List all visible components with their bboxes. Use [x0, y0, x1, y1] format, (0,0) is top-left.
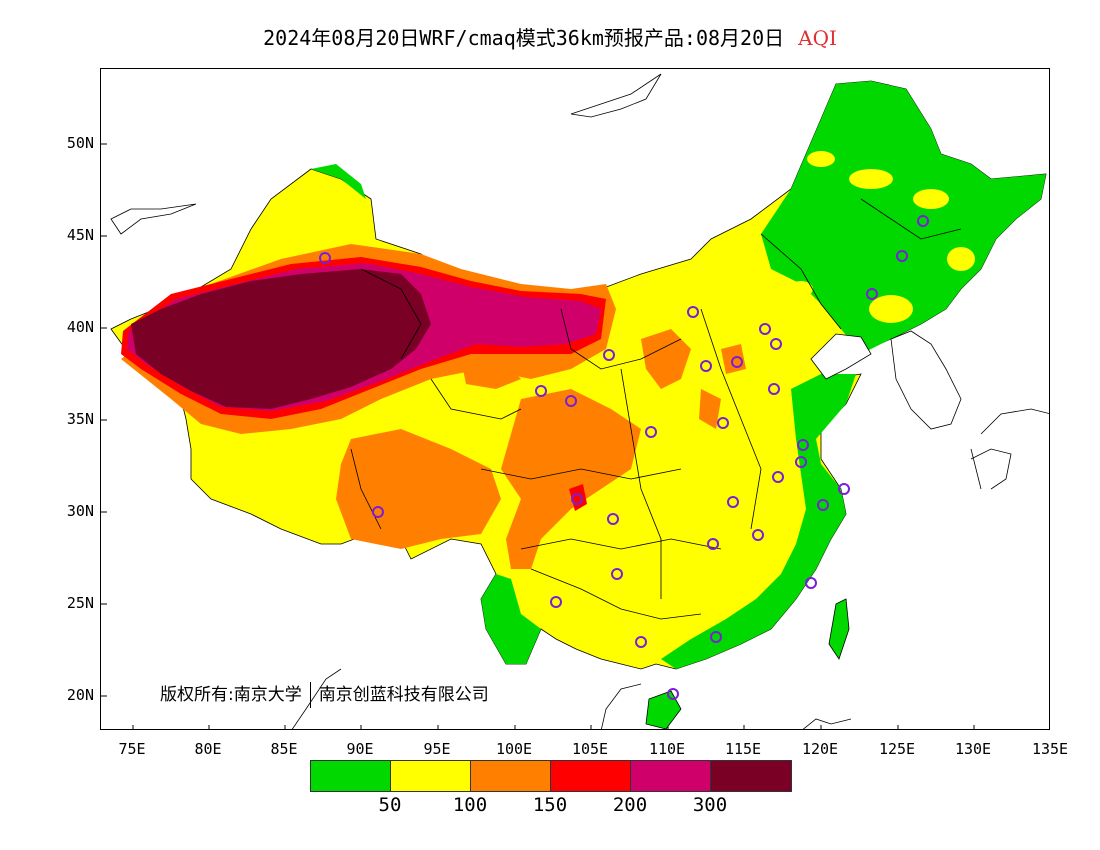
central-orange-patches: [336, 329, 746, 569]
korea-outline: [890, 330, 962, 430]
lat-label-20n: 20N: [66, 686, 94, 704]
lat-label-30n: 30N: [66, 502, 94, 520]
province-borders: [350, 198, 962, 620]
copyright-part1: 版权所有:南京大学: [160, 685, 302, 705]
southwest-green: [481, 574, 541, 664]
lon-label-90e: 90E: [346, 740, 374, 758]
station-markers: [319, 215, 929, 700]
map-title: 2024年08月20日WRF/cmaq模式36km预报产品:08月20日 AQI: [0, 22, 1100, 51]
lon-label-80e: 80E: [194, 740, 222, 758]
legend-label-50: 50: [378, 794, 402, 816]
legend-swatch-green: [311, 761, 391, 791]
legend-swatch-red: [551, 761, 631, 791]
lat-label-25n: 25N: [66, 594, 94, 612]
sichuan-red-spot: [569, 484, 587, 511]
russia-island-outline: [570, 73, 662, 118]
lon-label-105e: 105E: [571, 740, 609, 758]
legend-label-200: 200: [612, 794, 648, 816]
northwest-green-patch: [311, 164, 366, 199]
lon-label-120e: 120E: [801, 740, 839, 758]
hainan-green: [645, 690, 682, 729]
lat-label-50n: 50N: [66, 134, 94, 152]
kazakh-lake-outline: [110, 203, 197, 235]
copyright-text: 版权所有:南京大学 南京创蓝科技有限公司: [160, 680, 489, 708]
lon-label-110e: 110E: [648, 740, 686, 758]
legend-label-150: 150: [532, 794, 568, 816]
bohai-sea: [810, 333, 872, 380]
lon-label-95e: 95E: [423, 740, 451, 758]
lat-label-45n: 45N: [66, 226, 94, 244]
copyright-part2: 南京创蓝科技有限公司: [318, 685, 489, 705]
lon-label-85e: 85E: [270, 740, 298, 758]
legend-label-100: 100: [452, 794, 488, 816]
southern-coast-outline: [291, 668, 852, 729]
legend-swatch-maroon: [711, 761, 791, 791]
northeast-region-green: [761, 81, 1046, 354]
aqi-map: [100, 68, 1050, 730]
legend-swatch-yellow: [391, 761, 471, 791]
lon-label-135e: 135E: [1031, 740, 1069, 758]
tarim-maroon-core: [131, 269, 431, 409]
aqi-map-svg: [101, 73, 1049, 729]
northeast-yellow-patches: [789, 151, 975, 323]
lon-label-100e: 100E: [495, 740, 533, 758]
japan-outline: [970, 408, 1049, 490]
lon-label-115e: 115E: [724, 740, 762, 758]
copyright-separator: [309, 682, 311, 708]
lat-label-35n: 35N: [66, 410, 94, 428]
lon-label-75e: 75E: [118, 740, 146, 758]
axis-ticks: [101, 143, 975, 729]
taiwan-green: [828, 598, 850, 660]
lon-label-130e: 130E: [954, 740, 992, 758]
legend-swatch-orange: [471, 761, 551, 791]
aqi-legend: [310, 760, 792, 792]
title-text: 2024年08月20日WRF/cmaq模式36km预报产品:08月20日: [263, 26, 785, 50]
lat-label-40n: 40N: [66, 318, 94, 336]
lon-label-125e: 125E: [878, 740, 916, 758]
legend-label-300: 300: [692, 794, 728, 816]
legend-swatch-purple: [631, 761, 711, 791]
title-variable: AQI: [798, 26, 837, 50]
